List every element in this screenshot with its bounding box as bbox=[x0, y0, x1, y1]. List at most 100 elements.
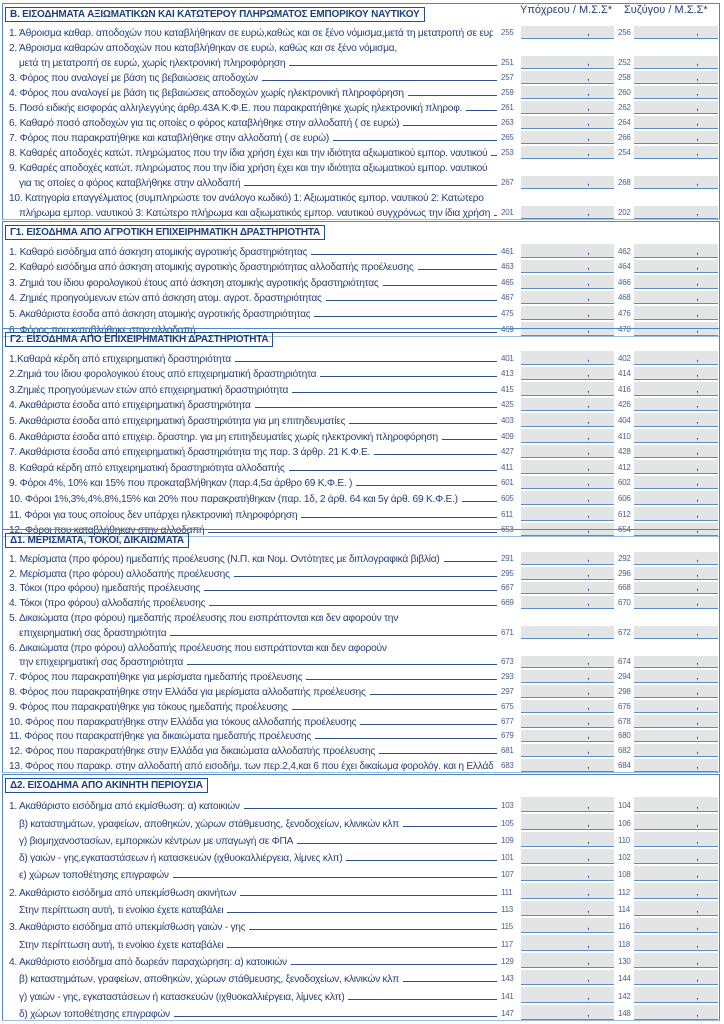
amount-input-spouse[interactable]: , bbox=[634, 566, 718, 580]
amount-input-spouse[interactable]: , bbox=[634, 918, 718, 934]
amount-input-taxpayer[interactable]: , bbox=[521, 1004, 614, 1020]
amount-input-taxpayer[interactable]: , bbox=[521, 366, 614, 381]
amount-input-spouse[interactable]: , bbox=[634, 685, 718, 698]
amount-input-spouse[interactable]: , bbox=[634, 1004, 718, 1020]
amount-input-taxpayer[interactable]: , bbox=[521, 306, 614, 320]
amount-input-taxpayer[interactable]: , bbox=[521, 206, 614, 219]
amount-input-spouse[interactable]: , bbox=[634, 831, 718, 847]
amount-input-spouse[interactable]: , bbox=[634, 131, 718, 144]
amount-input-spouse[interactable]: , bbox=[634, 86, 718, 99]
amount-input-taxpayer[interactable]: , bbox=[521, 275, 614, 289]
amount-input-taxpayer[interactable]: , bbox=[521, 101, 614, 114]
amount-input-taxpayer[interactable]: , bbox=[521, 56, 614, 69]
amount-input-taxpayer[interactable]: , bbox=[521, 491, 614, 505]
amount-input-taxpayer[interactable]: , bbox=[521, 952, 614, 968]
amount-input-spouse[interactable]: , bbox=[634, 382, 718, 396]
amount-input-taxpayer[interactable]: , bbox=[521, 699, 614, 713]
amount-input-taxpayer[interactable]: , bbox=[521, 26, 614, 39]
amount-input-taxpayer[interactable]: , bbox=[521, 131, 614, 144]
amount-input-taxpayer[interactable]: , bbox=[521, 987, 614, 1003]
amount-input-spouse[interactable]: , bbox=[634, 244, 718, 258]
amount-input-spouse[interactable]: , bbox=[634, 306, 718, 320]
amount-input-spouse[interactable]: , bbox=[634, 26, 718, 39]
amount-input-taxpayer[interactable]: , bbox=[521, 566, 614, 580]
amount-input-taxpayer[interactable]: , bbox=[521, 290, 614, 305]
amount-input-taxpayer[interactable]: , bbox=[521, 831, 614, 847]
amount-input-taxpayer[interactable]: , bbox=[521, 552, 614, 565]
amount-input-taxpayer[interactable]: , bbox=[521, 146, 614, 159]
amount-input-spouse[interactable]: , bbox=[634, 670, 718, 684]
amount-input-taxpayer[interactable]: , bbox=[521, 744, 614, 758]
amount-input-spouse[interactable]: , bbox=[634, 101, 718, 114]
amount-input-taxpayer[interactable]: , bbox=[521, 969, 614, 986]
amount-input-spouse[interactable]: , bbox=[634, 290, 718, 305]
amount-input-spouse[interactable]: , bbox=[634, 729, 718, 743]
amount-input-spouse[interactable]: , bbox=[634, 259, 718, 274]
amount-input-spouse[interactable]: , bbox=[634, 428, 718, 443]
amount-input-spouse[interactable]: , bbox=[634, 969, 718, 986]
amount-input-taxpayer[interactable]: , bbox=[521, 351, 614, 365]
amount-input-spouse[interactable]: , bbox=[634, 744, 718, 758]
amount-input-spouse[interactable]: , bbox=[634, 206, 718, 219]
amount-input-spouse[interactable]: , bbox=[634, 883, 718, 899]
amount-input-taxpayer[interactable]: , bbox=[521, 71, 614, 84]
amount-input-taxpayer[interactable]: , bbox=[521, 259, 614, 274]
amount-input-spouse[interactable]: , bbox=[634, 714, 718, 728]
amount-input-taxpayer[interactable]: , bbox=[521, 814, 614, 830]
amount-input-taxpayer[interactable]: , bbox=[521, 596, 614, 610]
amount-input-taxpayer[interactable]: , bbox=[521, 900, 614, 917]
amount-input-spouse[interactable]: , bbox=[634, 987, 718, 1003]
amount-input-taxpayer[interactable]: , bbox=[521, 86, 614, 99]
amount-input-spouse[interactable]: , bbox=[634, 366, 718, 381]
amount-input-spouse[interactable]: , bbox=[634, 444, 718, 459]
amount-input-spouse[interactable]: , bbox=[634, 351, 718, 365]
amount-input-taxpayer[interactable]: , bbox=[521, 655, 614, 669]
amount-input-taxpayer[interactable]: , bbox=[521, 848, 614, 865]
amount-input-spouse[interactable]: , bbox=[634, 699, 718, 713]
amount-input-spouse[interactable]: , bbox=[634, 460, 718, 474]
amount-input-taxpayer[interactable]: , bbox=[521, 935, 614, 951]
amount-input-taxpayer[interactable]: , bbox=[521, 428, 614, 443]
amount-input-spouse[interactable]: , bbox=[634, 56, 718, 69]
amount-input-spouse[interactable]: , bbox=[634, 814, 718, 830]
amount-input-spouse[interactable]: , bbox=[634, 797, 718, 813]
amount-input-taxpayer[interactable]: , bbox=[521, 866, 614, 882]
amount-input-taxpayer[interactable]: , bbox=[521, 397, 614, 412]
amount-input-taxpayer[interactable]: , bbox=[521, 670, 614, 684]
amount-input-taxpayer[interactable]: , bbox=[521, 625, 614, 639]
amount-input-spouse[interactable]: , bbox=[634, 935, 718, 951]
amount-input-spouse[interactable]: , bbox=[634, 491, 718, 505]
amount-input-spouse[interactable]: , bbox=[634, 952, 718, 968]
amount-input-taxpayer[interactable]: , bbox=[521, 176, 614, 189]
amount-input-spouse[interactable]: , bbox=[634, 625, 718, 639]
amount-input-taxpayer[interactable]: , bbox=[521, 244, 614, 258]
amount-input-taxpayer[interactable]: , bbox=[521, 759, 614, 772]
amount-input-spouse[interactable]: , bbox=[634, 397, 718, 412]
amount-input-spouse[interactable]: , bbox=[634, 146, 718, 159]
amount-input-spouse[interactable]: , bbox=[634, 866, 718, 882]
amount-input-taxpayer[interactable]: , bbox=[521, 714, 614, 728]
amount-input-spouse[interactable]: , bbox=[634, 596, 718, 610]
amount-input-spouse[interactable]: , bbox=[634, 581, 718, 595]
amount-input-taxpayer[interactable]: , bbox=[521, 413, 614, 427]
amount-input-taxpayer[interactable]: , bbox=[521, 581, 614, 595]
amount-input-taxpayer[interactable]: , bbox=[521, 444, 614, 459]
amount-input-spouse[interactable]: , bbox=[634, 275, 718, 289]
amount-input-spouse[interactable]: , bbox=[634, 475, 718, 490]
amount-input-taxpayer[interactable]: , bbox=[521, 797, 614, 813]
amount-input-spouse[interactable]: , bbox=[634, 848, 718, 865]
amount-input-spouse[interactable]: , bbox=[634, 552, 718, 565]
amount-input-taxpayer[interactable]: , bbox=[521, 116, 614, 129]
amount-input-spouse[interactable]: , bbox=[634, 413, 718, 427]
amount-input-spouse[interactable]: , bbox=[634, 759, 718, 772]
amount-input-taxpayer[interactable]: , bbox=[521, 382, 614, 396]
amount-input-taxpayer[interactable]: , bbox=[521, 729, 614, 743]
amount-input-taxpayer[interactable]: , bbox=[521, 685, 614, 698]
amount-input-spouse[interactable]: , bbox=[634, 71, 718, 84]
amount-input-taxpayer[interactable]: , bbox=[521, 883, 614, 899]
amount-input-taxpayer[interactable]: , bbox=[521, 918, 614, 934]
amount-input-taxpayer[interactable]: , bbox=[521, 506, 614, 521]
amount-input-spouse[interactable]: , bbox=[634, 116, 718, 129]
amount-input-spouse[interactable]: , bbox=[634, 900, 718, 917]
amount-input-spouse[interactable]: , bbox=[634, 176, 718, 189]
